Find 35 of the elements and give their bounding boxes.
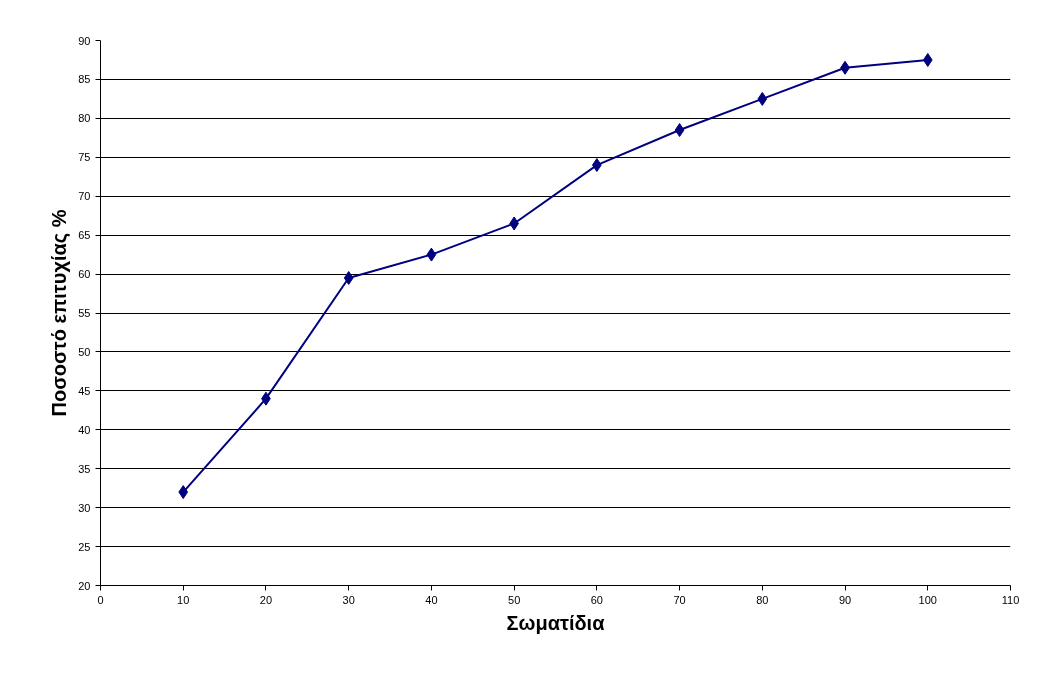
point <box>922 52 933 67</box>
y-tick-label: 25 <box>78 540 91 553</box>
x-tick-label: 90 <box>838 593 852 606</box>
x-tick-label: 0 <box>97 593 104 606</box>
x-tick-label: 110 <box>1001 593 1020 606</box>
point <box>343 270 354 285</box>
x-tick-label: 50 <box>508 593 521 606</box>
x-tick-label: 30 <box>342 593 355 606</box>
x-tick-label: 40 <box>425 593 438 606</box>
y-tick-label: 40 <box>78 423 91 436</box>
point <box>178 485 189 500</box>
y-tick-label: 75 <box>78 151 91 164</box>
y-tick-label: 80 <box>78 112 91 125</box>
y-tick-label: 30 <box>78 501 91 514</box>
x-axis-title: Σωματίδια <box>506 611 606 634</box>
y-tick-label: 85 <box>78 73 91 86</box>
x-tick-label: 60 <box>590 593 603 606</box>
y-tick-label: 35 <box>78 462 91 475</box>
point <box>674 123 685 138</box>
x-tick-label: 80 <box>756 593 769 606</box>
y-tick-label: 70 <box>78 190 91 203</box>
point <box>426 247 437 262</box>
x-tick-label: 20 <box>259 593 273 606</box>
y-tick-label: 45 <box>78 384 91 397</box>
x-tick-label: 100 <box>918 593 937 606</box>
y-tick-label: 20 <box>78 579 91 592</box>
y-tick-label: 60 <box>78 268 91 281</box>
y-tick-label: 65 <box>78 229 91 242</box>
x-tick-label: 70 <box>673 593 686 606</box>
x-tick-label: 10 <box>177 593 190 606</box>
y-axis-title: Ποσοστό επιτυχίας % <box>48 209 71 417</box>
point <box>757 91 768 106</box>
y-tick-label: 90 <box>78 34 91 47</box>
y-tick-label: 55 <box>78 307 91 319</box>
y-tick-label: 50 <box>78 345 91 358</box>
